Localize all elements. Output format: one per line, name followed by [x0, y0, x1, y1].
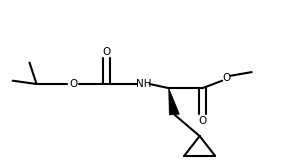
Polygon shape [169, 88, 179, 115]
Text: O: O [222, 73, 231, 83]
Text: O: O [198, 116, 206, 126]
Text: O: O [103, 47, 111, 57]
Text: O: O [69, 79, 77, 89]
Text: NH: NH [136, 79, 151, 89]
